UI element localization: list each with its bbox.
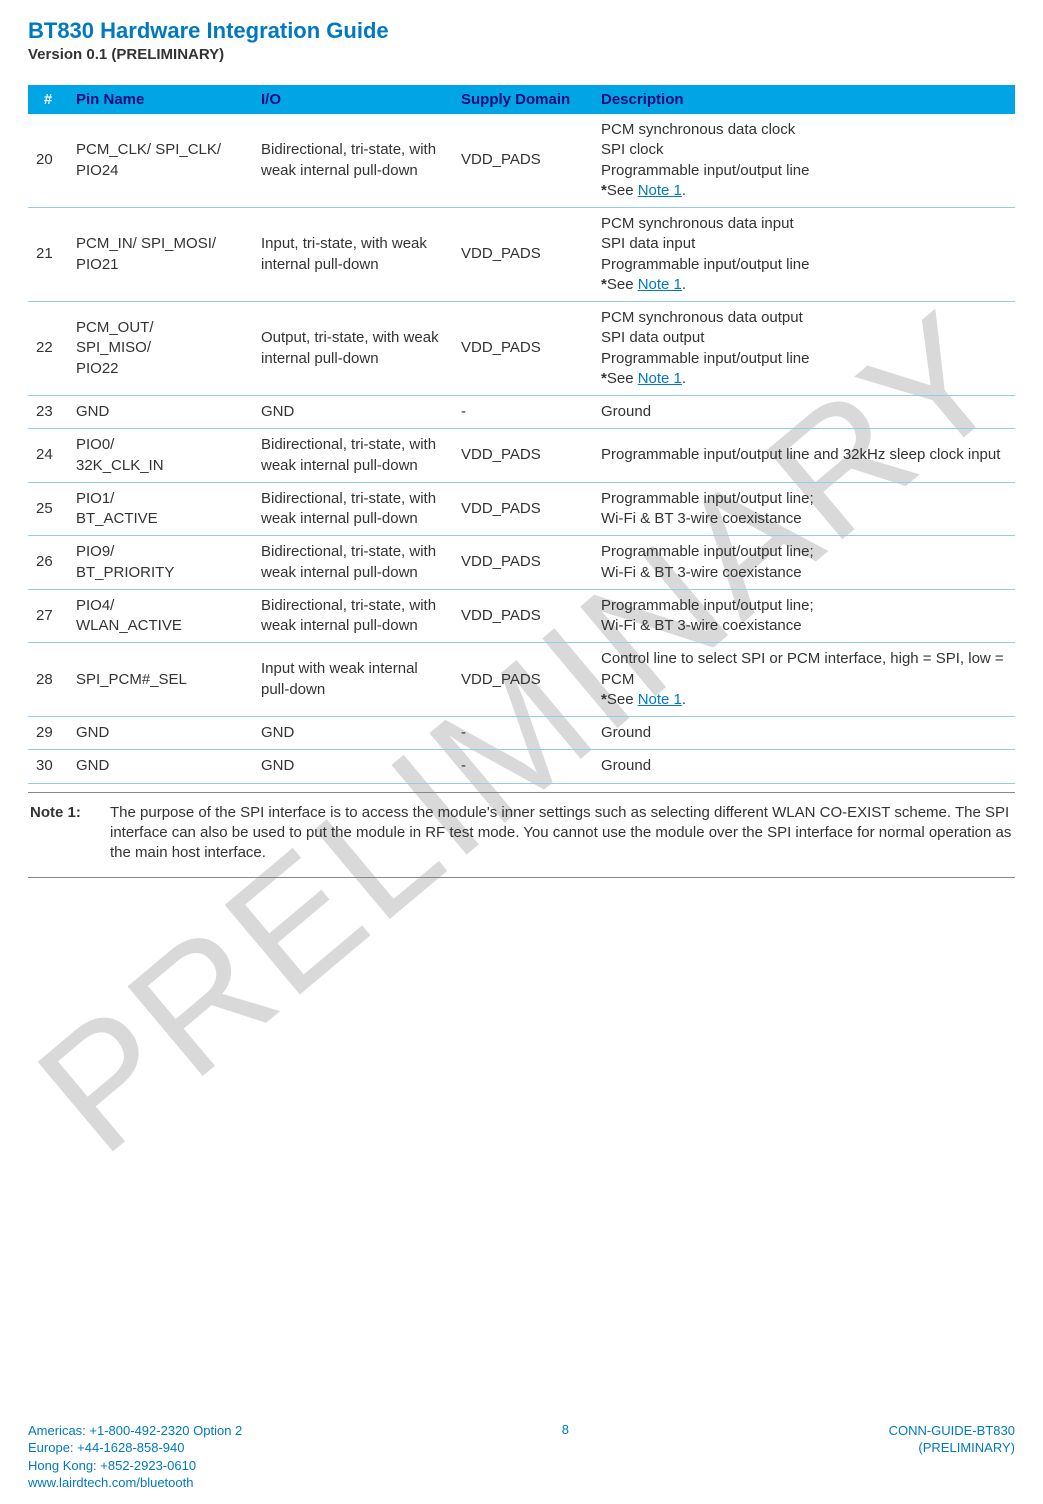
cell-num: 28	[28, 643, 68, 717]
cell-desc: Ground	[593, 396, 1015, 429]
footer-right: CONN-GUIDE-BT830(PRELIMINARY)	[889, 1422, 1015, 1457]
cell-desc: Ground	[593, 750, 1015, 783]
cell-io: GND	[253, 717, 453, 750]
cell-sd: -	[453, 396, 593, 429]
cell-pin: GND	[68, 717, 253, 750]
table-row: 29GNDGND-Ground	[28, 717, 1015, 750]
cell-desc: Programmable input/output line;Wi-Fi & B…	[593, 482, 1015, 536]
cell-num: 22	[28, 302, 68, 396]
table-header-row: # Pin Name I/O Supply Domain Description	[28, 85, 1015, 114]
footer-left: Americas: +1-800-492-2320 Option 2Europe…	[28, 1422, 242, 1492]
col-header-pin: Pin Name	[68, 85, 253, 114]
cell-desc: Control line to select SPI or PCM interf…	[593, 643, 1015, 717]
table-row: 28SPI_PCM#_SELInput with weak internal p…	[28, 643, 1015, 717]
table-row: 25PIO1/BT_ACTIVEBidirectional, tri-state…	[28, 482, 1015, 536]
cell-pin: PCM_IN/ SPI_MOSI/ PIO21	[68, 208, 253, 302]
cell-pin: PIO4/WLAN_ACTIVE	[68, 589, 253, 643]
cell-io: Bidirectional, tri-state, with weak inte…	[253, 114, 453, 208]
cell-io: Bidirectional, tri-state, with weak inte…	[253, 429, 453, 483]
note-text: The purpose of the SPI interface is to a…	[110, 803, 1013, 864]
cell-pin: PCM_CLK/ SPI_CLK/ PIO24	[68, 114, 253, 208]
cell-sd: VDD_PADS	[453, 482, 593, 536]
col-header-num: #	[28, 85, 68, 114]
cell-desc: Ground	[593, 717, 1015, 750]
cell-io: Bidirectional, tri-state, with weak inte…	[253, 482, 453, 536]
cell-pin: PCM_OUT/SPI_MISO/PIO22	[68, 302, 253, 396]
cell-num: 26	[28, 536, 68, 590]
cell-desc: PCM synchronous data inputSPI data input…	[593, 208, 1015, 302]
cell-sd: VDD_PADS	[453, 429, 593, 483]
note-link[interactable]: Note 1	[638, 276, 682, 293]
cell-io: Bidirectional, tri-state, with weak inte…	[253, 536, 453, 590]
cell-num: 25	[28, 482, 68, 536]
cell-num: 21	[28, 208, 68, 302]
cell-sd: VDD_PADS	[453, 302, 593, 396]
note-link[interactable]: Note 1	[638, 370, 682, 387]
cell-pin: SPI_PCM#_SEL	[68, 643, 253, 717]
cell-desc: PCM synchronous data outputSPI data outp…	[593, 302, 1015, 396]
table-row: 23GNDGND-Ground	[28, 396, 1015, 429]
cell-sd: -	[453, 717, 593, 750]
cell-io: GND	[253, 750, 453, 783]
note-link[interactable]: Note 1	[638, 182, 682, 199]
col-header-desc: Description	[593, 85, 1015, 114]
cell-num: 27	[28, 589, 68, 643]
table-row: 26PIO9/BT_PRIORITYBidirectional, tri-sta…	[28, 536, 1015, 590]
cell-io: Output, tri-state, with weak internal pu…	[253, 302, 453, 396]
page-title: BT830 Hardware Integration Guide	[28, 18, 1015, 44]
table-row: 30GNDGND-Ground	[28, 750, 1015, 783]
table-row: 24PIO0/32K_CLK_INBidirectional, tri-stat…	[28, 429, 1015, 483]
note-label: Note 1:	[30, 803, 92, 864]
cell-desc: PCM synchronous data clockSPI clockProgr…	[593, 114, 1015, 208]
cell-io: GND	[253, 396, 453, 429]
cell-sd: VDD_PADS	[453, 536, 593, 590]
cell-sd: VDD_PADS	[453, 643, 593, 717]
note-block: Note 1: The purpose of the SPI interface…	[28, 792, 1015, 879]
cell-num: 23	[28, 396, 68, 429]
table-row: 22PCM_OUT/SPI_MISO/PIO22Output, tri-stat…	[28, 302, 1015, 396]
page-footer: Americas: +1-800-492-2320 Option 2Europe…	[28, 1422, 1015, 1492]
cell-num: 29	[28, 717, 68, 750]
note-link[interactable]: Note 1	[638, 691, 682, 708]
cell-sd: VDD_PADS	[453, 208, 593, 302]
cell-pin: PIO0/32K_CLK_IN	[68, 429, 253, 483]
cell-pin: PIO1/BT_ACTIVE	[68, 482, 253, 536]
cell-num: 30	[28, 750, 68, 783]
cell-num: 24	[28, 429, 68, 483]
col-header-io: I/O	[253, 85, 453, 114]
col-header-sd: Supply Domain	[453, 85, 593, 114]
cell-desc: Programmable input/output line;Wi-Fi & B…	[593, 589, 1015, 643]
cell-sd: VDD_PADS	[453, 589, 593, 643]
table-row: 20PCM_CLK/ SPI_CLK/ PIO24Bidirectional, …	[28, 114, 1015, 208]
cell-io: Input, tri-state, with weak internal pul…	[253, 208, 453, 302]
table-row: 27PIO4/WLAN_ACTIVEBidirectional, tri-sta…	[28, 589, 1015, 643]
cell-desc: Programmable input/output line and 32kHz…	[593, 429, 1015, 483]
cell-sd: -	[453, 750, 593, 783]
cell-io: Input with weak internal pull-down	[253, 643, 453, 717]
cell-pin: PIO9/BT_PRIORITY	[68, 536, 253, 590]
cell-num: 20	[28, 114, 68, 208]
cell-pin: GND	[68, 750, 253, 783]
cell-pin: GND	[68, 396, 253, 429]
footer-page-number: 8	[562, 1422, 569, 1437]
pin-table: # Pin Name I/O Supply Domain Description…	[28, 85, 1015, 784]
cell-desc: Programmable input/output line;Wi-Fi & B…	[593, 536, 1015, 590]
cell-sd: VDD_PADS	[453, 114, 593, 208]
table-row: 21PCM_IN/ SPI_MOSI/ PIO21Input, tri-stat…	[28, 208, 1015, 302]
page-version: Version 0.1 (PRELIMINARY)	[28, 46, 1015, 63]
cell-io: Bidirectional, tri-state, with weak inte…	[253, 589, 453, 643]
